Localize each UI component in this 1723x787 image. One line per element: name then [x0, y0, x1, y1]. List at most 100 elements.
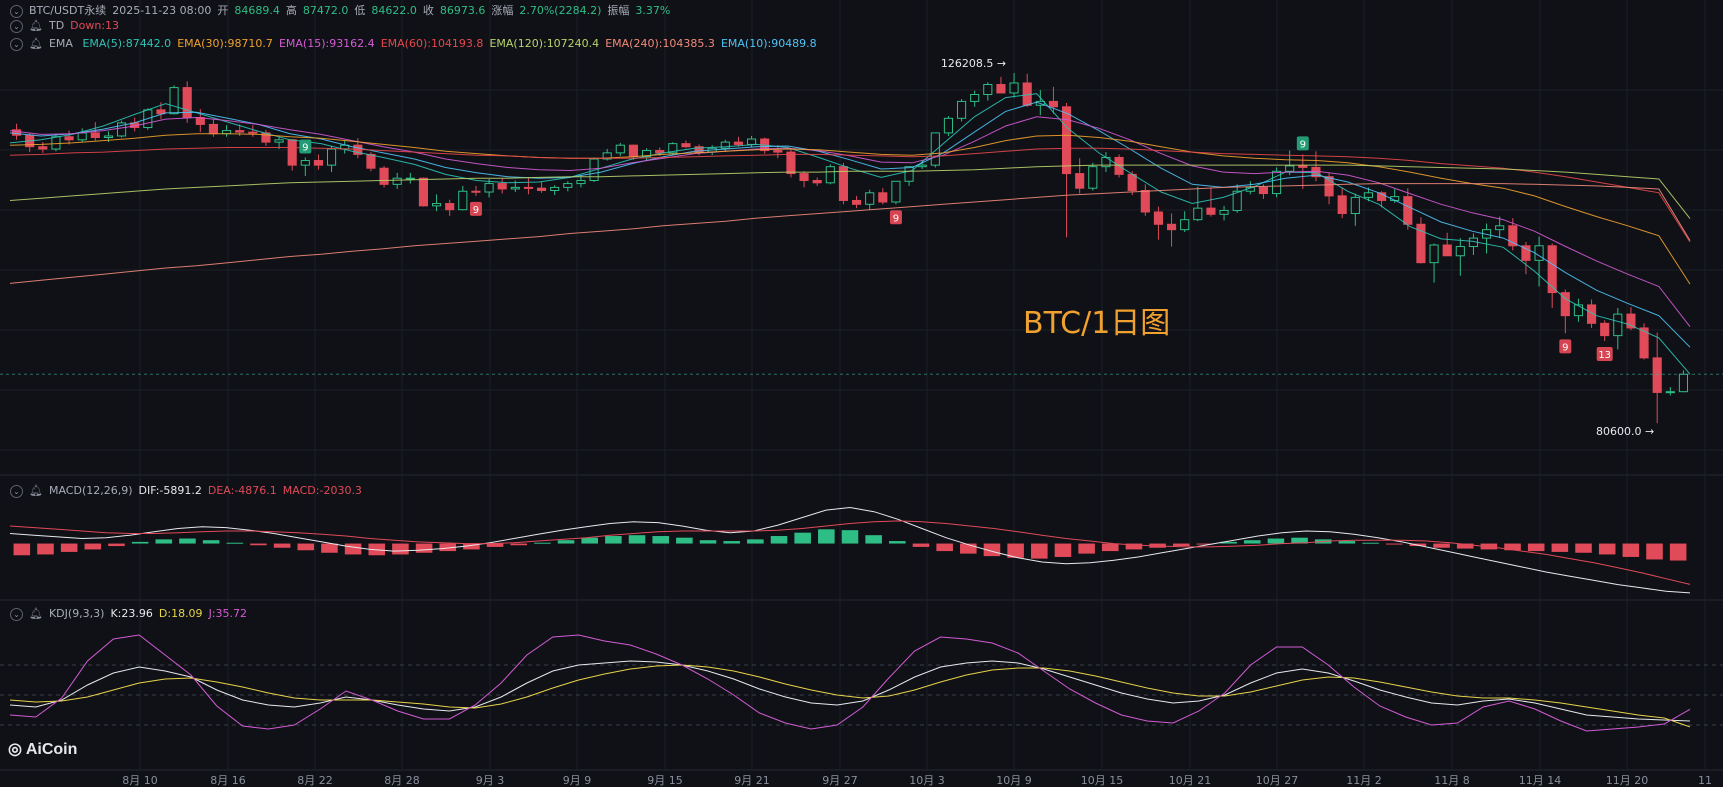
macd-histogram-bar — [1362, 542, 1379, 544]
td-count-badge — [889, 210, 902, 225]
candle-body — [655, 150, 665, 154]
macd-histogram-bar — [321, 543, 338, 553]
high-price-marker: 126208.5 → — [941, 57, 1006, 70]
macd-histogram-bar — [1646, 543, 1663, 560]
x-axis-tick-label: 11月 8 — [1434, 774, 1470, 787]
macd-histogram-bar — [1196, 543, 1214, 545]
ema-line — [9, 116, 1691, 328]
macd-histogram-bar — [297, 543, 315, 551]
candle-body — [641, 150, 652, 158]
candle-body — [1219, 209, 1229, 215]
ema-values: EMA(5):87442.0 EMA(30):98710.7 EMA(15):931… — [82, 37, 822, 50]
chart-watermark: BTC/1日图 — [1023, 306, 1171, 341]
candle-body — [917, 164, 927, 168]
candle-body — [1376, 192, 1387, 201]
kdj-j-value: J:35.72 — [208, 607, 248, 620]
candle-body — [1600, 322, 1610, 337]
macd-histogram-bar — [676, 537, 693, 544]
candle-body — [1534, 245, 1544, 261]
macd-histogram-bar — [1102, 543, 1119, 552]
candle-body — [300, 160, 310, 166]
macd-histogram-bar — [463, 543, 480, 550]
candle-body — [418, 177, 429, 207]
ema-line — [9, 93, 1691, 375]
kdj-k-value: K:23.96 — [110, 607, 153, 620]
ema-label: EMA — [48, 37, 73, 50]
candle-body — [878, 192, 888, 203]
candle-body — [1665, 391, 1675, 394]
candle-body — [1639, 327, 1649, 359]
td-count-label: 9 — [302, 142, 308, 153]
candle-body — [930, 132, 940, 166]
candle-body — [1140, 189, 1150, 213]
macd-histogram-bar — [392, 543, 409, 555]
candle-body — [983, 84, 993, 96]
candle-body — [1626, 313, 1636, 329]
td-indicator-header: ⌄ 🔔︎ TD Down:13 — [10, 19, 125, 33]
candle-body — [458, 190, 468, 211]
x-axis-tick-label: 11月 20 — [1606, 774, 1649, 787]
td-count-badge — [469, 201, 482, 216]
candle-body — [1193, 207, 1203, 221]
macd-histogram-bar — [1125, 543, 1143, 550]
candle-body — [392, 177, 402, 185]
bell-icon[interactable]: 🔔︎ — [29, 607, 43, 620]
macd-histogram-bar — [84, 543, 102, 550]
macd-histogram-bar — [960, 543, 977, 554]
ema-line — [9, 147, 1691, 243]
collapse-chevron-icon[interactable]: ⌄ — [10, 4, 23, 18]
collapse-chevron-icon[interactable]: ⌄ — [10, 37, 23, 51]
ema-item: EMA(5):87442.0 — [82, 37, 172, 50]
candle-body — [1088, 166, 1098, 189]
candle-body — [536, 187, 547, 191]
td-count-badge — [1559, 339, 1572, 354]
x-axis-tick-label: 11月 2 — [1346, 774, 1382, 787]
macd-histogram-bar — [108, 543, 125, 547]
collapse-chevron-icon[interactable]: ⌄ — [10, 607, 23, 621]
ema-item: EMA(30):98710.7 — [177, 37, 273, 50]
macd-macd-value: MACD:-2030.3 — [282, 484, 362, 497]
candle-body — [1075, 173, 1085, 189]
macd-histogram-bar — [250, 543, 267, 546]
candle-body — [1521, 245, 1531, 261]
candle-body — [589, 158, 599, 182]
candle-body — [1061, 106, 1072, 175]
ema-item: EMA(15):93162.4 — [278, 37, 375, 50]
candle-body — [379, 167, 389, 185]
candle-body — [1416, 223, 1426, 264]
x-axis-tick-label: 10月 21 — [1169, 774, 1212, 787]
candle-body — [1180, 219, 1190, 231]
collapse-chevron-icon[interactable]: ⌄ — [10, 19, 23, 33]
candle-body — [825, 166, 835, 184]
aicoin-logo: ◎ AiCoin — [8, 741, 78, 758]
macd-histogram-bar — [1078, 543, 1095, 554]
candle-body — [1547, 245, 1557, 294]
bell-icon[interactable]: 🔔︎ — [29, 484, 43, 497]
candle-body — [116, 122, 127, 137]
macd-histogram-bar — [13, 543, 31, 556]
x-axis-tick-label: 10月 15 — [1081, 774, 1124, 787]
td-count-label: 9 — [473, 205, 479, 216]
macd-histogram-bar — [1267, 538, 1285, 544]
candle-body — [681, 143, 691, 148]
x-axis-tick-label: 8月 28 — [384, 774, 420, 787]
macd-indicator-header: ⌄ 🔔︎ MACD(12,26,9) DIF:-5891.2 DEA:-4876.1 MA… — [10, 484, 368, 498]
bell-icon[interactable]: 🔔︎ — [29, 19, 43, 32]
collapse-chevron-icon[interactable]: ⌄ — [10, 484, 23, 498]
candle-body — [733, 141, 744, 145]
candle-body — [628, 144, 639, 158]
macd-histogram-bar — [202, 540, 220, 544]
ema-item: EMA(10):90489.8 — [720, 37, 817, 50]
candle-body — [694, 146, 704, 153]
candle-body — [1298, 165, 1308, 168]
macd-histogram-bar — [60, 543, 78, 552]
candle-body — [970, 94, 980, 102]
ema-indicator-header: ⌄ 🔔︎ EMA EMA(5):87442.0 EMA(30):98710.7 EMA(… — [10, 37, 829, 51]
macd-histogram-bar — [155, 539, 173, 544]
candle-body — [956, 100, 967, 119]
candle-body — [891, 180, 901, 203]
bell-icon[interactable]: 🔔︎ — [29, 37, 43, 50]
macd-histogram-bar — [439, 543, 457, 552]
candle-body — [865, 192, 875, 205]
